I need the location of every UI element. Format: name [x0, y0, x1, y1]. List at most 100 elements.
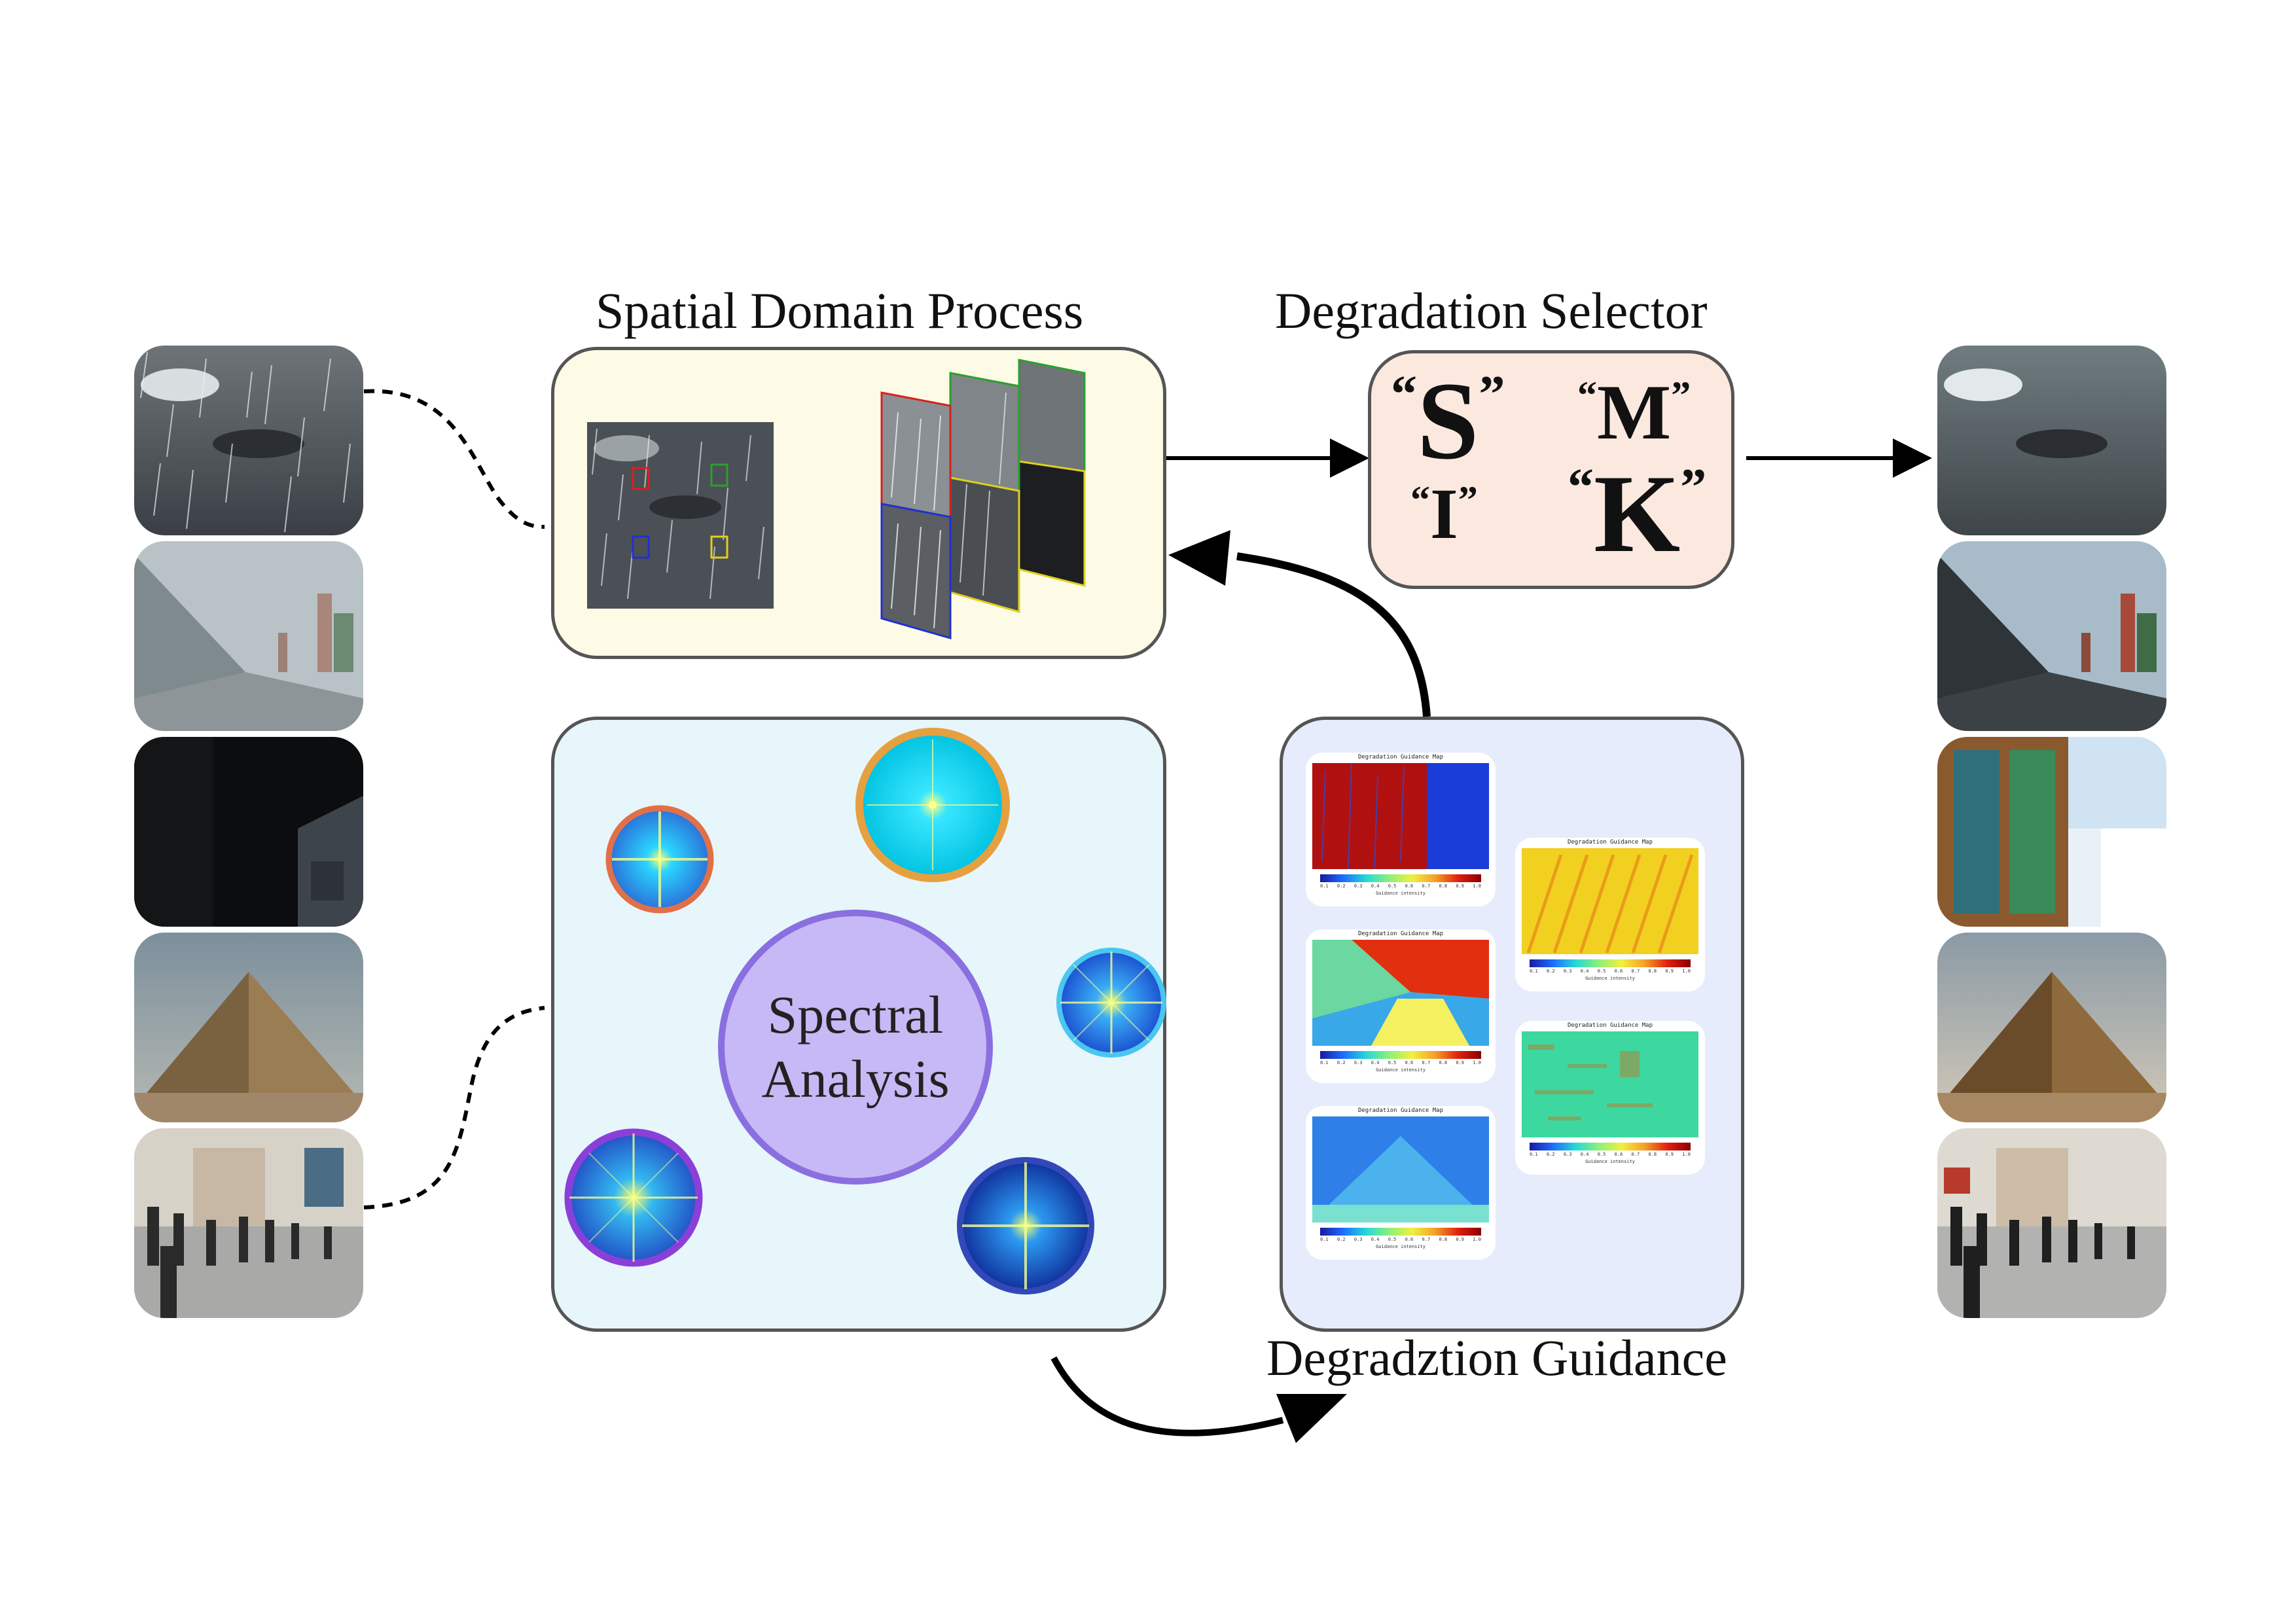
map-tick-label: 0.4 — [1580, 1152, 1589, 1157]
degradation-selector-title: Degradation Selector — [1275, 282, 1708, 339]
spatial-input-image — [587, 422, 774, 609]
map-tick-label: 0.3 — [1354, 1237, 1363, 1242]
map-tick-label: 0.9 — [1456, 1237, 1465, 1242]
map-tick-label: 0.5 — [1597, 969, 1606, 974]
map-tick-label: 0.4 — [1371, 1237, 1380, 1242]
map-tick-label: 0.2 — [1336, 1060, 1346, 1065]
guidance-map-haze: Degradation Guidance Map Guidance intens… — [1306, 929, 1496, 1083]
map-tick-label: 0.7 — [1422, 1237, 1431, 1242]
guidance-map-rain: Degradation Guidance Map Guidance intens… — [1306, 753, 1496, 906]
guidance-map-blur: Degradation Guidance Map Guidance intens… — [1515, 838, 1705, 991]
map-tick-label: 1.0 — [1473, 1060, 1481, 1065]
map-caption: Guidance intensity — [1376, 891, 1426, 896]
map-tick-label: 0.5 — [1388, 883, 1397, 889]
map-caption: Guidance intensity — [1376, 1067, 1426, 1073]
map-tick-label: 0.1 — [1320, 1060, 1329, 1065]
guidance-map-pyramid: Degradation Guidance Map Guidance intens… — [1306, 1106, 1496, 1260]
input-connector-top — [363, 389, 545, 529]
map-tick-label: 0.5 — [1388, 1237, 1397, 1242]
map-colorbar-ticks: 0.1 0.2 0.3 0.4 0.5 0.6 0.7 0.8 0.9 1.0 — [1320, 883, 1481, 889]
spatial-domain-title: Spatial Domain Process — [596, 282, 1084, 339]
map-tick-label: 0.1 — [1320, 883, 1329, 889]
map-tick-label: 0.3 — [1354, 883, 1363, 889]
letter-m: M — [1597, 368, 1672, 455]
selector-k: “K” — [1568, 458, 1706, 569]
map-colorbar-ticks: 0.1 0.2 0.3 0.4 0.5 0.6 0.7 0.8 0.9 1.0 — [1530, 1152, 1691, 1157]
map-tick-label: 0.7 — [1631, 969, 1640, 974]
spectral-to-guidance-arrow — [1050, 1356, 1284, 1436]
input-rain-image — [134, 346, 363, 535]
letter-s: S — [1417, 359, 1479, 482]
output-lowlight-restored-image — [1937, 737, 2166, 927]
input-crowd-image — [134, 1128, 363, 1318]
spectrum-circle-right-blue — [1056, 948, 1166, 1058]
map-tick-label: 0.6 — [1405, 883, 1414, 889]
map-colorbar — [1320, 874, 1481, 882]
map-tick-label: 1.0 — [1682, 1152, 1691, 1157]
map-tick-label: 0.5 — [1597, 1152, 1606, 1157]
spectral-analysis-circle: Spectral Analysis — [718, 910, 993, 1185]
spectrum-circle-large-cyan — [855, 728, 1010, 882]
map-tick-label: 0.2 — [1546, 969, 1555, 974]
map-tick-label: 0.3 — [1563, 969, 1572, 974]
spectrum-circle-left-purple — [564, 1128, 703, 1267]
degradation-selector-panel: “S” “M” “I” “K” — [1368, 350, 1734, 589]
map-tick-label: 0.9 — [1665, 969, 1674, 974]
spectrum-circle-bottom-navy — [957, 1157, 1094, 1294]
map-tick-label: 0.2 — [1336, 883, 1346, 889]
quote-open: “ — [1568, 459, 1594, 516]
map-title: Degradation Guidance Map — [1357, 931, 1444, 937]
quote-open: “ — [1391, 366, 1417, 423]
map-tick-label: 0.2 — [1336, 1237, 1346, 1242]
selector-m: “M” — [1577, 373, 1691, 452]
map-tick-label: 0.3 — [1563, 1152, 1572, 1157]
output-crowd-restored-image — [1937, 1128, 2166, 1318]
map-tick-label: 0.7 — [1422, 1060, 1431, 1065]
map-tick-label: 0.8 — [1648, 1152, 1657, 1157]
map-tick-label: 0.1 — [1530, 969, 1538, 974]
map-tick-label: 0.4 — [1580, 969, 1589, 974]
letter-i: I — [1430, 474, 1458, 554]
patch-layer-front — [880, 391, 952, 639]
map-title: Degradation Guidance Map — [1567, 1022, 1653, 1029]
map-tick-label: 0.8 — [1439, 1237, 1448, 1242]
letter-k: K — [1594, 452, 1681, 575]
spectrum-circle-small-orange — [605, 805, 714, 914]
input-connector-bottom — [363, 1006, 545, 1209]
patch-layer-back — [1018, 359, 1086, 587]
map-tick-label: 0.1 — [1530, 1152, 1538, 1157]
map-tick-label: 0.2 — [1546, 1152, 1555, 1157]
degradation-guidance-title: Degradztion Guidance — [1266, 1329, 1727, 1386]
quote-close: ” — [1680, 459, 1707, 516]
guidance-to-spatial-arrow — [1236, 552, 1431, 717]
spatial-patch-stack — [880, 359, 1086, 639]
map-caption: Guidance intensity — [1585, 976, 1635, 981]
quote-open: “ — [1410, 478, 1430, 522]
map-tick-label: 0.1 — [1320, 1237, 1329, 1242]
map-title: Degradation Guidance Map — [1357, 754, 1444, 760]
quote-open: “ — [1577, 374, 1597, 417]
map-tick-label: 0.9 — [1456, 1060, 1465, 1065]
map-title: Degradation Guidance Map — [1357, 1107, 1444, 1114]
spectral-label-line2: Analysis — [761, 1049, 950, 1109]
map-colorbar-ticks: 0.1 0.2 0.3 0.4 0.5 0.6 0.7 0.8 0.9 1.0 — [1320, 1237, 1481, 1242]
map-tick-label: 0.9 — [1665, 1152, 1674, 1157]
map-tick-label: 0.7 — [1422, 883, 1431, 889]
map-colorbar — [1530, 1143, 1691, 1150]
map-tick-label: 0.6 — [1614, 969, 1623, 974]
selector-i: “I” — [1410, 478, 1478, 550]
input-haze-image — [134, 541, 363, 731]
map-colorbar-ticks: 0.1 0.2 0.3 0.4 0.5 0.6 0.7 0.8 0.9 1.0 — [1530, 969, 1691, 974]
map-tick-label: 0.5 — [1388, 1060, 1397, 1065]
map-caption: Guidance intensity — [1585, 1159, 1635, 1164]
map-tick-label: 1.0 — [1473, 883, 1481, 889]
map-tick-label: 0.7 — [1631, 1152, 1640, 1157]
map-tick-label: 1.0 — [1682, 969, 1691, 974]
output-haze-restored-image — [1937, 541, 2166, 731]
guidance-map-lowlight: Degradation Guidance Map Guidance intens… — [1515, 1021, 1705, 1175]
map-colorbar — [1320, 1228, 1481, 1236]
output-rain-restored-image — [1937, 346, 2166, 535]
map-tick-label: 1.0 — [1473, 1237, 1481, 1242]
map-tick-label: 0.8 — [1439, 883, 1448, 889]
